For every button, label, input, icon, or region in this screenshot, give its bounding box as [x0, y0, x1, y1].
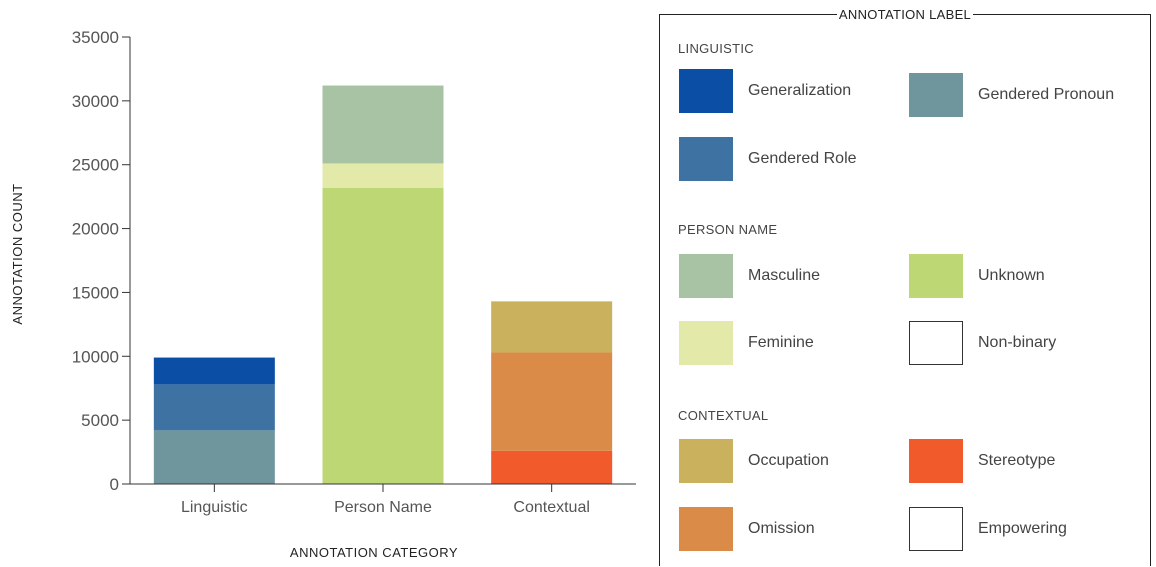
- x-axis-title: ANNOTATION CATEGORY: [290, 545, 458, 560]
- y-tick-label: 5000: [81, 411, 119, 430]
- legend-swatch: [909, 254, 963, 298]
- legend-label: Masculine: [748, 267, 821, 284]
- legend-swatch: [679, 507, 733, 551]
- x-tick-label: Contextual: [513, 499, 590, 516]
- legend-label: Gendered Pronoun: [978, 86, 1115, 103]
- legend-label: Non-binary: [978, 334, 1057, 351]
- legend-label: Empowering: [978, 520, 1067, 537]
- legend-item-occupation: Occupation: [679, 438, 829, 484]
- bar-segment-gendered-role: [153, 384, 275, 431]
- y-axis-title: ANNOTATION COUNT: [10, 183, 25, 324]
- y-tick-label: 35000: [72, 28, 119, 47]
- legend-label: Feminine: [748, 334, 814, 351]
- y-tick-label: 0: [110, 475, 119, 494]
- legend-group-linguistic-title: LINGUISTIC: [678, 41, 754, 56]
- x-axis-ticks: Linguistic Person Name Contextual: [181, 484, 590, 516]
- legend-title: ANNOTATION LABEL: [836, 7, 974, 22]
- y-axis-ticks: 0 5000 10000 15000 20000 25000 30000 35000: [72, 28, 130, 494]
- legend-item-generalization: Generalization: [679, 68, 851, 114]
- y-tick-label: 30000: [72, 92, 119, 111]
- legend: ANNOTATION LABEL LINGUISTIC Generalizati…: [659, 7, 1151, 566]
- y-tick-label: 10000: [72, 347, 119, 366]
- legend-swatch: [679, 137, 733, 181]
- legend-swatch: [909, 73, 963, 117]
- stacked-bar-chart: 0 5000 10000 15000 20000 25000 30000 35000 Ling…: [10, 28, 636, 560]
- legend-item-masculine: Masculine: [679, 253, 820, 299]
- legend-label: Stereotype: [978, 452, 1056, 469]
- legend-item-gendered-role: Gendered Role: [679, 136, 857, 182]
- legend-swatch: [679, 69, 733, 113]
- x-tick-label: Linguistic: [181, 499, 248, 516]
- bar-segment-occupation: [491, 301, 613, 353]
- legend-label: Unknown: [978, 267, 1045, 284]
- bar-segment-feminine: [322, 163, 444, 188]
- legend-item-unknown: Unknown: [909, 253, 1045, 299]
- legend-label: Omission: [748, 520, 815, 537]
- bars: [153, 85, 613, 484]
- legend-swatch: [909, 439, 963, 483]
- bar-segment-masculine: [322, 85, 444, 164]
- bar-segment-unknown: [322, 187, 444, 484]
- legend-item-gendered-pronoun: Gendered Pronoun: [909, 72, 1114, 118]
- legend-label: Occupation: [748, 452, 829, 469]
- bar-segment-generalization: [153, 357, 275, 385]
- legend-item-omission: Omission: [679, 506, 815, 552]
- bar-segment-stereotype: [491, 450, 613, 484]
- legend-item-stereotype: Stereotype: [909, 438, 1055, 484]
- x-tick-label: Person Name: [334, 499, 432, 516]
- y-tick-label: 25000: [72, 156, 119, 175]
- legend-item-non-binary: Non-binary: [909, 320, 1056, 366]
- y-tick-label: 15000: [72, 283, 119, 302]
- legend-item-empowering: Empowering: [909, 506, 1067, 552]
- legend-label: Generalization: [748, 82, 852, 99]
- legend-swatch: [909, 507, 963, 551]
- legend-swatch: [679, 321, 733, 365]
- bar-segment-gendered-pronoun: [153, 430, 275, 484]
- legend-swatch: [679, 254, 733, 298]
- legend-swatch: [679, 439, 733, 483]
- legend-label: Gendered Role: [748, 150, 857, 167]
- y-tick-label: 20000: [72, 220, 119, 239]
- legend-group-contextual-title: CONTEXTUAL: [678, 408, 769, 423]
- bar-segment-omission: [491, 352, 613, 451]
- legend-swatch: [909, 321, 963, 365]
- legend-item-feminine: Feminine: [679, 320, 814, 366]
- legend-group-person-name-title: PERSON NAME: [678, 222, 778, 237]
